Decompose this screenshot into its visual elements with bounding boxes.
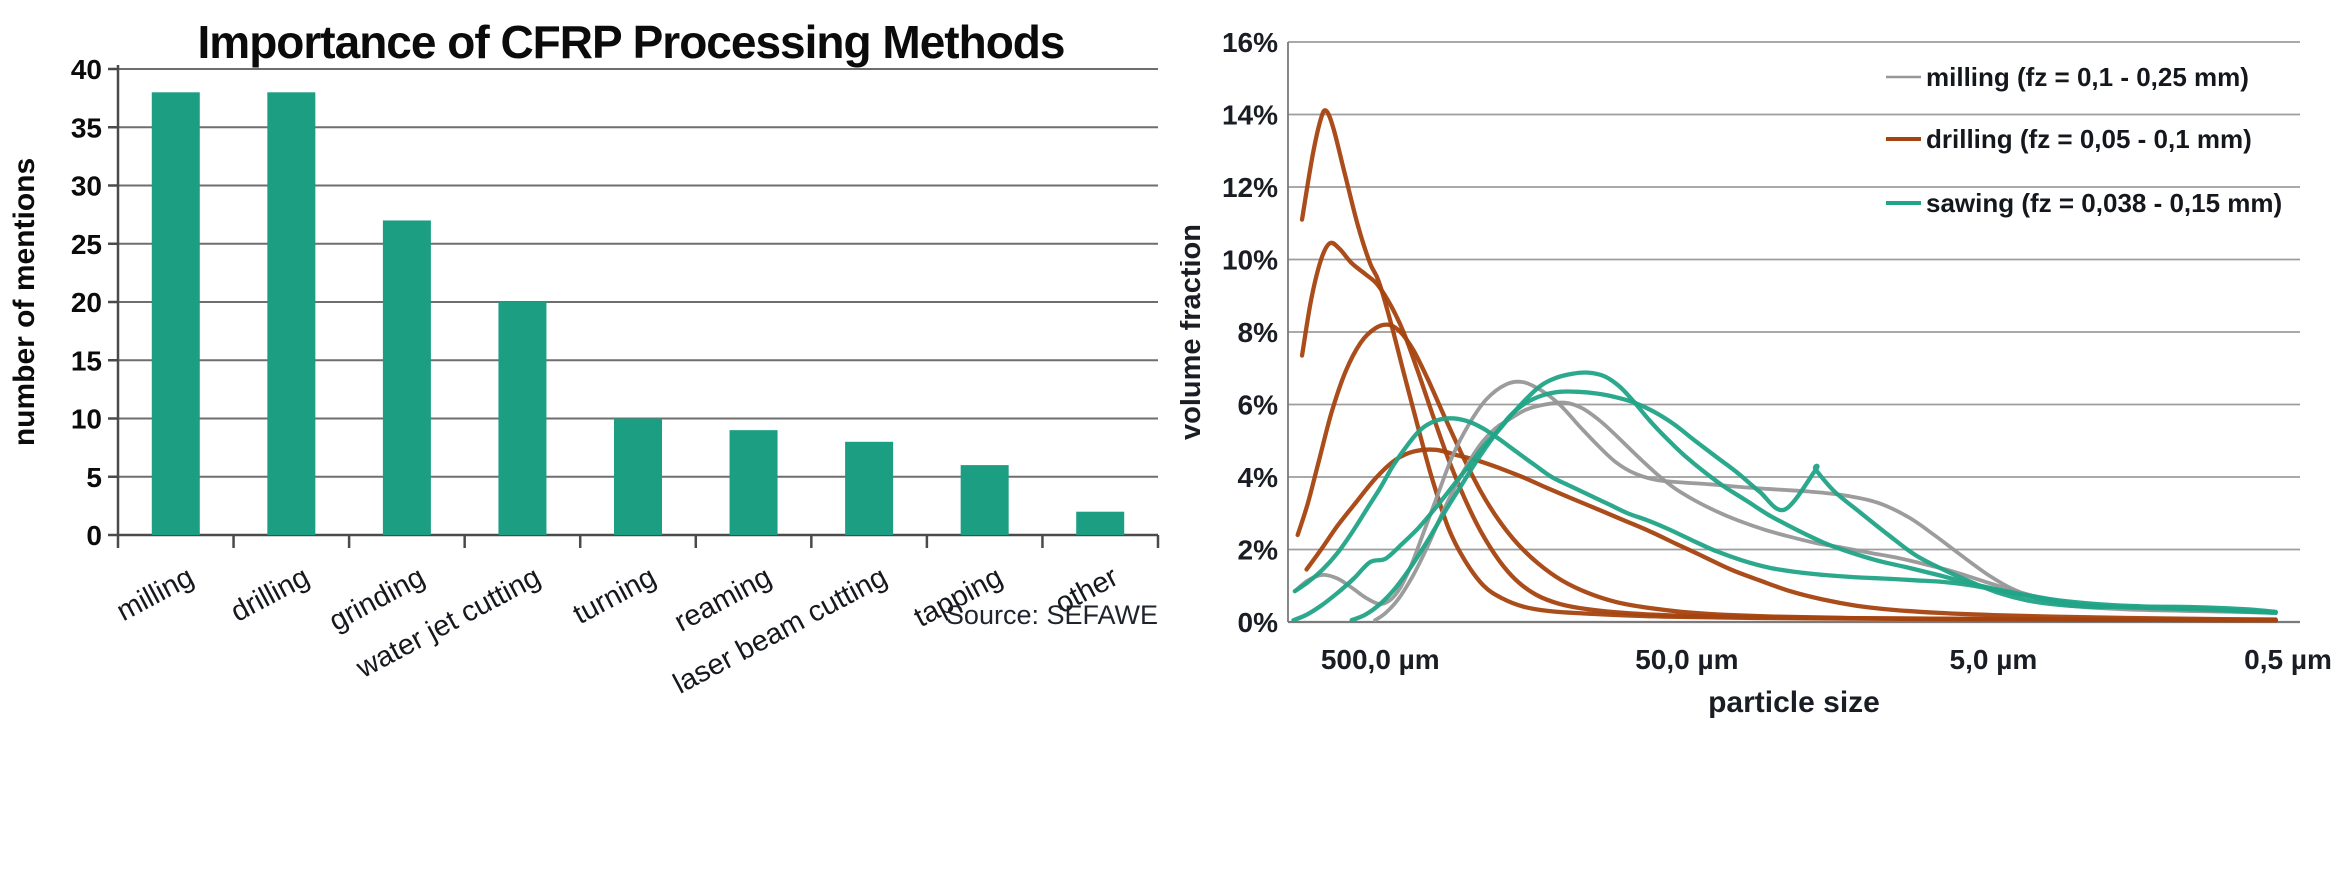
y-tick-label: 40 <box>71 54 102 85</box>
y-tick-label: 0 <box>86 520 102 551</box>
y-tick-label: 14% <box>1222 100 1278 131</box>
bar-water-jet-cutting <box>498 302 547 535</box>
y-tick-label: 30 <box>71 171 102 202</box>
legend-label-drilling: drilling (fz = 0,05 - 0,1 mm) <box>1926 124 2252 154</box>
category-label-drilling: drilling <box>226 561 315 629</box>
y-tick-label: 2% <box>1238 535 1279 566</box>
bar-chart-y-axis-title: number of mentions <box>8 158 41 446</box>
bar-milling <box>151 92 200 536</box>
x-tick-label: 500,0 µm <box>1321 644 1440 675</box>
line-chart-generated: 0% 2% 4% 6% 8% 10% 12% 14% 16% 500,0 µm 50,0 µm 5,0… <box>1222 27 2332 675</box>
category-label-milling: milling <box>111 561 199 628</box>
series-sawing-curve-3 <box>1349 389 2278 623</box>
legend-label-milling: milling (fz = 0,1 - 0,25 mm) <box>1926 62 2249 92</box>
y-tick-label: 6% <box>1238 390 1279 421</box>
y-tick-label: 12% <box>1222 172 1278 203</box>
category-label-turning: turning <box>568 561 661 631</box>
legend: milling (fz = 0,1 - 0,25 mm) drilling (f… <box>1926 62 2282 218</box>
series-sawing-curve-2 <box>1291 370 2278 623</box>
category-label-laser-beam-cutting: laser beam cutting <box>668 561 892 701</box>
series-drilling-curve-2 <box>1299 240 2278 623</box>
x-tick-label: 5,0 µm <box>1950 644 2038 675</box>
bar-turning <box>614 418 662 535</box>
y-tick-label: 8% <box>1238 317 1279 348</box>
line-chart-x-axis-title: particle size <box>1708 686 1880 719</box>
source-note: Source: SEFAWE <box>946 600 1158 630</box>
particle-size-line-chart: 0% 2% 4% 6% 8% 10% 12% 14% 16% 500,0 µm 50,0 µm 5,0… <box>1180 27 2332 719</box>
bar-grinding <box>382 220 431 535</box>
legend-label-sawing: sawing (fz = 0,038 - 0,15 mm) <box>1926 188 2282 218</box>
y-tick-label: 35 <box>71 112 102 143</box>
bar-drilling <box>267 92 316 536</box>
bar-chart-title: Importance of CFRP Processing Methods <box>198 16 1065 68</box>
bar-other <box>1076 511 1125 535</box>
y-tick-label: 5 <box>86 462 102 493</box>
bar-reaming <box>729 430 778 535</box>
series-milling-curve-2 <box>1373 400 2278 623</box>
y-tick-label: 25 <box>71 229 102 260</box>
line-chart-y-axis-title: volume fraction <box>1180 224 1207 440</box>
y-tick-label: 20 <box>71 287 102 318</box>
bar-laser-beam-cutting <box>845 441 894 535</box>
y-tick-label: 10% <box>1222 245 1278 276</box>
y-tick-label: 0% <box>1238 607 1279 638</box>
y-tick-label: 4% <box>1238 462 1279 493</box>
y-tick-label: 16% <box>1222 27 1278 58</box>
series-drilling-curve-3 <box>1295 322 2278 623</box>
y-tick-label: 10 <box>71 404 102 435</box>
bar-tapping <box>960 465 1009 535</box>
y-tick-label: 15 <box>71 345 102 376</box>
x-tick-label: 0,5 µm <box>2244 644 2332 675</box>
x-tick-label: 50,0 µm <box>1635 644 1738 675</box>
